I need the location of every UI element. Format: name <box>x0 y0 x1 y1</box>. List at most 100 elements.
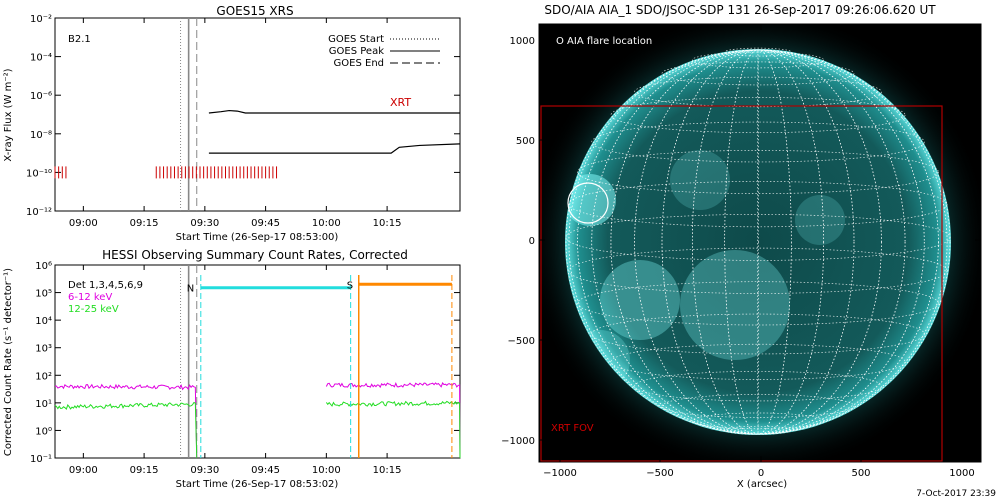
hessi-ytick-label: 10³ <box>35 344 52 355</box>
goes-legend-peak: GOES Peak <box>329 46 384 57</box>
aia-latitude-line <box>568 247 948 294</box>
aia-bright-region <box>600 260 680 340</box>
aia-bright-region <box>795 195 845 245</box>
goes-plot-frame <box>54 17 461 212</box>
aia-latitude-line <box>610 97 906 134</box>
goes-panel: GOES15 XRS X-ray Flux (W m⁻²) Start Time… <box>3 4 461 243</box>
hessi-series-band1 <box>325 382 461 459</box>
hessi-ylabel: Corrected Count Rate (s⁻¹ detector⁻¹) <box>3 268 14 456</box>
goes-xtick-label: 09:45 <box>251 218 280 229</box>
goes-legend-end: GOES End <box>334 58 384 69</box>
aia-flare-location-circle <box>567 182 609 224</box>
hessi-xlabel: Start Time (26-Sep-17 08:53:02) <box>176 479 339 490</box>
hessi-xtick-label: 09:30 <box>190 465 219 476</box>
goes-ytick-label: 10⁻¹⁰ <box>26 168 52 179</box>
aia-ytick-label: −1000 <box>501 436 535 447</box>
goes-ytick-label: 10⁻¹² <box>26 207 52 218</box>
goes-xtick-label: 09:30 <box>190 218 219 229</box>
aia-latitude-line <box>724 47 792 57</box>
aia-axes: −1000 −500 0 500 1000 1000 500 0 −500 −1000 <box>501 24 981 479</box>
aia-latitude-line <box>610 343 906 380</box>
hessi-xtick-label: 10:00 <box>312 465 341 476</box>
goes-xlabel: Start Time (26-Sep-17 08:53:00) <box>176 232 339 243</box>
aia-latitude-line <box>591 121 925 163</box>
aia-bright-region <box>680 250 790 360</box>
aia-latitude-line <box>577 281 939 326</box>
aia-xtick-label: −500 <box>646 468 673 479</box>
goes-yaxis: 10⁻² 10⁻⁴ 10⁻⁶ 10⁻⁸ 10⁻¹⁰ 10⁻¹² <box>26 14 460 218</box>
aia-heliographic-grid <box>565 47 951 435</box>
hessi-plot-frame <box>54 264 461 459</box>
goes-ylabel: X-ray Flux (W m⁻²) <box>3 68 14 161</box>
hessi-ytick-label: 10⁻¹ <box>30 454 52 465</box>
aia-bright-region <box>566 174 616 226</box>
aia-latitude-line <box>568 181 948 228</box>
hessi-series-band2 <box>325 400 461 459</box>
aia-frame <box>538 23 982 463</box>
hessi-xtick-label: 09:45 <box>251 465 280 476</box>
goes-xrt-coverage <box>54 166 278 179</box>
goes-xtick-label: 10:15 <box>373 218 402 229</box>
aia-ytick-label: 0 <box>529 236 535 247</box>
aia-ytick-label: −500 <box>508 336 535 347</box>
aia-panel: SDO/AIA AIA_1 SDO/JSOC-SDP 131 26-Sep-20… <box>501 3 982 490</box>
hessi-ytick-label: 10¹ <box>35 399 52 410</box>
aia-sun-features <box>566 150 845 390</box>
goes-marker-lines <box>180 18 198 211</box>
xrt-fov-label: XRT FOV <box>551 423 594 434</box>
aia-latitude-line <box>661 394 855 418</box>
aia-xtick-label: 0 <box>758 468 764 479</box>
goes-xrt-label: XRT <box>390 96 411 109</box>
aia-xtick-label: −1000 <box>543 468 577 479</box>
goes-legend-start: GOES Start <box>328 34 384 45</box>
footer-date: 7-Oct-2017 23:39 <box>916 489 996 499</box>
aia-xlabel: X (arcsec) <box>737 479 787 490</box>
goes-xtick-label: 10:00 <box>312 218 341 229</box>
hessi-saa-label: S <box>347 280 353 291</box>
aia-longitude-line <box>757 49 759 435</box>
hessi-ytick-label: 10⁶ <box>35 261 52 272</box>
hessi-title: HESSI Observing Summary Count Rates, Cor… <box>102 248 408 262</box>
hessi-ytick-label: 10⁵ <box>35 289 52 300</box>
goes-class-label: B2.1 <box>68 34 91 45</box>
hessi-ytick-label: 10² <box>35 371 52 382</box>
aia-bright-region <box>670 150 730 210</box>
hessi-series-band1 <box>54 383 198 459</box>
aia-legend-label: O AIA flare location <box>556 36 652 47</box>
aia-limb-line <box>565 49 951 435</box>
hessi-xtick-label: 09:15 <box>130 465 159 476</box>
aia-sun-disk <box>565 49 951 435</box>
hessi-panel: HESSI Observing Summary Count Rates, Cor… <box>3 248 461 490</box>
goes-series-short <box>208 143 461 154</box>
hessi-ytick-label: 10⁴ <box>35 316 52 327</box>
aia-xtick-label: 1000 <box>949 468 974 479</box>
hessi-band2-label: 12-25 keV <box>68 304 119 315</box>
goes-series-long <box>208 109 460 114</box>
aia-ytick-label: 500 <box>516 136 535 147</box>
aia-xtick-label: 500 <box>851 468 870 479</box>
goes-flux-series <box>208 109 461 154</box>
hessi-series-band2 <box>54 401 198 459</box>
goes-xaxis: 09:00 09:15 09:30 09:45 10:00 10:15 <box>69 18 402 229</box>
hessi-xtick-label: 10:15 <box>373 465 402 476</box>
hessi-yaxis: 10⁶ 10⁵ 10⁴ 10³ 10² 10¹ 10⁰ 10⁻¹ <box>30 261 460 465</box>
goes-legend: GOES Start GOES Peak GOES End <box>328 34 440 69</box>
xrt-fov-box <box>540 105 943 462</box>
hessi-xaxis: 09:00 09:15 09:30 09:45 10:00 10:15 <box>69 265 402 476</box>
aia-latitude-line <box>661 61 855 86</box>
aia-ytick-label: 1000 <box>510 36 535 47</box>
goes-ytick-label: 10⁻² <box>30 14 52 25</box>
goes-title: GOES15 XRS <box>216 4 293 18</box>
hessi-marker-lines <box>180 265 198 458</box>
aia-latitude-line <box>577 150 939 195</box>
goes-xtick-label: 09:15 <box>130 218 159 229</box>
aia-longitude-line <box>634 49 882 435</box>
goes-xtick-label: 09:00 <box>69 218 98 229</box>
hessi-count-series <box>54 382 461 459</box>
hessi-night-label: N <box>187 284 194 295</box>
hessi-xtick-label: 09:00 <box>69 465 98 476</box>
goes-ytick-label: 10⁻⁴ <box>30 53 52 64</box>
hessi-det-label: Det 1,3,4,5,6,9 <box>68 280 143 291</box>
aia-title: SDO/AIA AIA_1 SDO/JSOC-SDP 131 26-Sep-20… <box>544 3 936 17</box>
